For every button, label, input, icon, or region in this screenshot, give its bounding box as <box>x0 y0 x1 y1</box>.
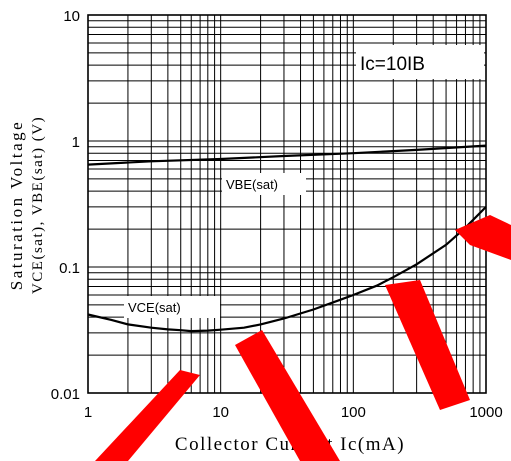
series-curves <box>87 144 487 333</box>
vbe-sat-label-box <box>222 173 306 195</box>
vbe-sat-label: VBE(sat) <box>226 177 278 192</box>
x-tick-label: 100 <box>341 404 366 421</box>
vbe-sat-curve <box>87 144 487 166</box>
y-tick-label: 1 <box>72 134 80 151</box>
tick-labels: 1 10 100 1000 10 1 0.1 0.01 <box>51 8 503 421</box>
y-tick-label: 0.01 <box>51 386 80 403</box>
condition-annotation-box <box>356 45 484 79</box>
vce-sat-label-box <box>124 296 220 318</box>
series-labels: VBE(sat) VCE(sat) <box>124 173 306 318</box>
vce-sat-label: VCE(sat) <box>128 300 181 315</box>
grid-lines <box>87 14 487 394</box>
x-axis-title: Collector Current Ic(mA) <box>175 434 405 455</box>
y-tick-label: 10 <box>63 8 80 25</box>
x-tick-label: 1 <box>84 404 92 421</box>
y-tick-label: 0.1 <box>59 260 80 277</box>
red-stroke-decoration <box>95 215 511 461</box>
x-tick-label: 1000 <box>469 404 502 421</box>
x-tick-label: 10 <box>212 404 229 421</box>
y-axis-title-line1: Saturation Voltage <box>7 120 26 290</box>
condition-annotation: Ic=10IB <box>360 54 425 75</box>
vce-sat-curve <box>87 206 487 333</box>
y-axis-title-line2: VCE(sat), VBE(sat) (V) <box>30 116 46 294</box>
